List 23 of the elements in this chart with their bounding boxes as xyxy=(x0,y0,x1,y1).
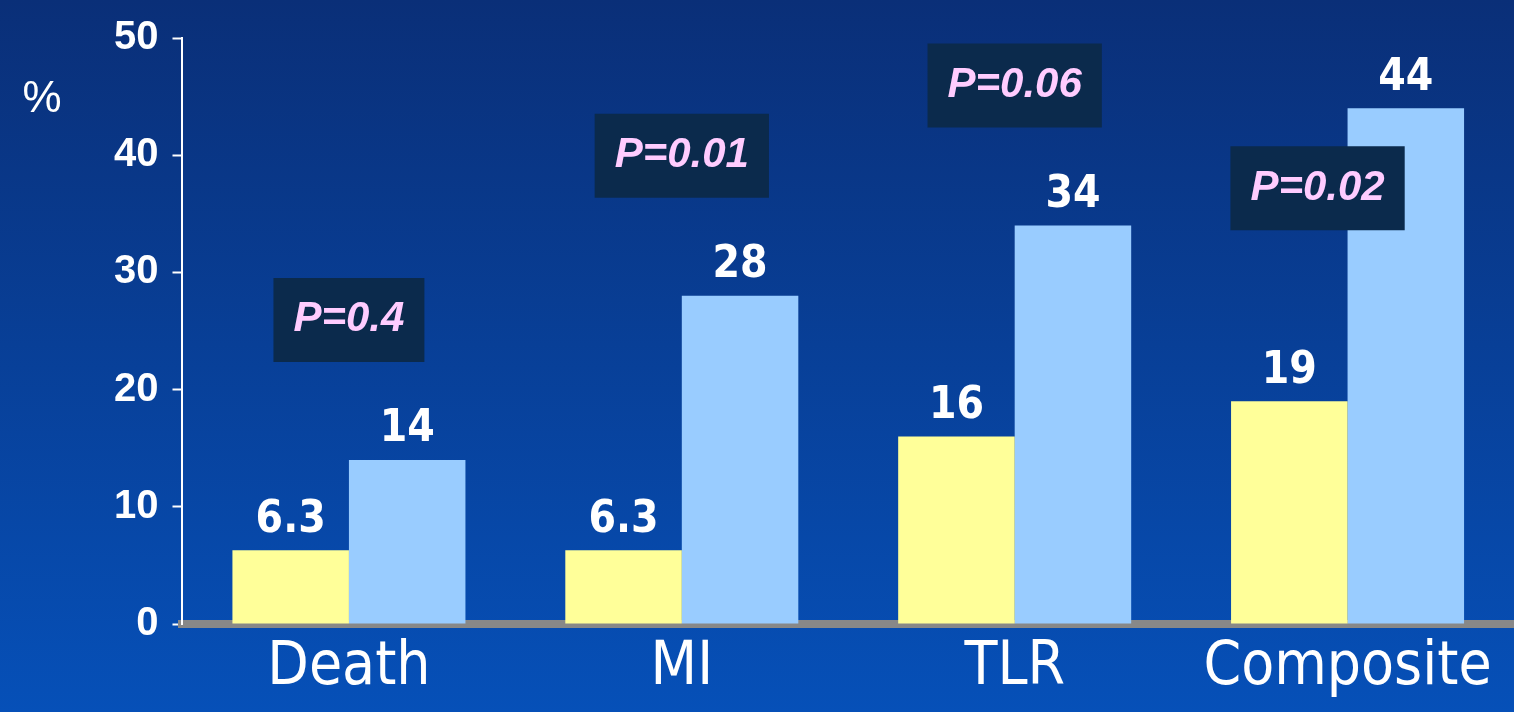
annotation: P=0.06 xyxy=(947,59,1083,107)
x-tick-label: Death xyxy=(267,627,431,698)
data-label: 6.3 xyxy=(588,490,659,542)
y-tick-label: 50 xyxy=(113,13,159,58)
annotation: P=0.01 xyxy=(614,129,749,177)
y-tick-label: 10 xyxy=(113,481,159,526)
data-label: 28 xyxy=(712,236,768,288)
x-tick-label: Composite xyxy=(1203,627,1492,698)
data-label: 14 xyxy=(379,400,435,452)
y-tick-label: 40 xyxy=(113,130,159,175)
annotation: P=0.4 xyxy=(293,293,405,341)
data-label: 16 xyxy=(928,376,984,428)
y-axis-title: % xyxy=(22,72,62,122)
data-label: 44 xyxy=(1378,48,1434,100)
y-tick-label: 30 xyxy=(113,247,159,292)
data-label: 34 xyxy=(1045,165,1101,217)
data-label: 6.3 xyxy=(255,490,326,542)
y-tick-label: 0 xyxy=(136,599,159,644)
annotation: P=0.02 xyxy=(1250,161,1385,209)
data-label: 19 xyxy=(1261,341,1317,393)
x-tick-label: TLR xyxy=(963,627,1065,698)
x-tick-label: MI xyxy=(650,627,714,698)
y-tick-label: 20 xyxy=(113,364,159,409)
